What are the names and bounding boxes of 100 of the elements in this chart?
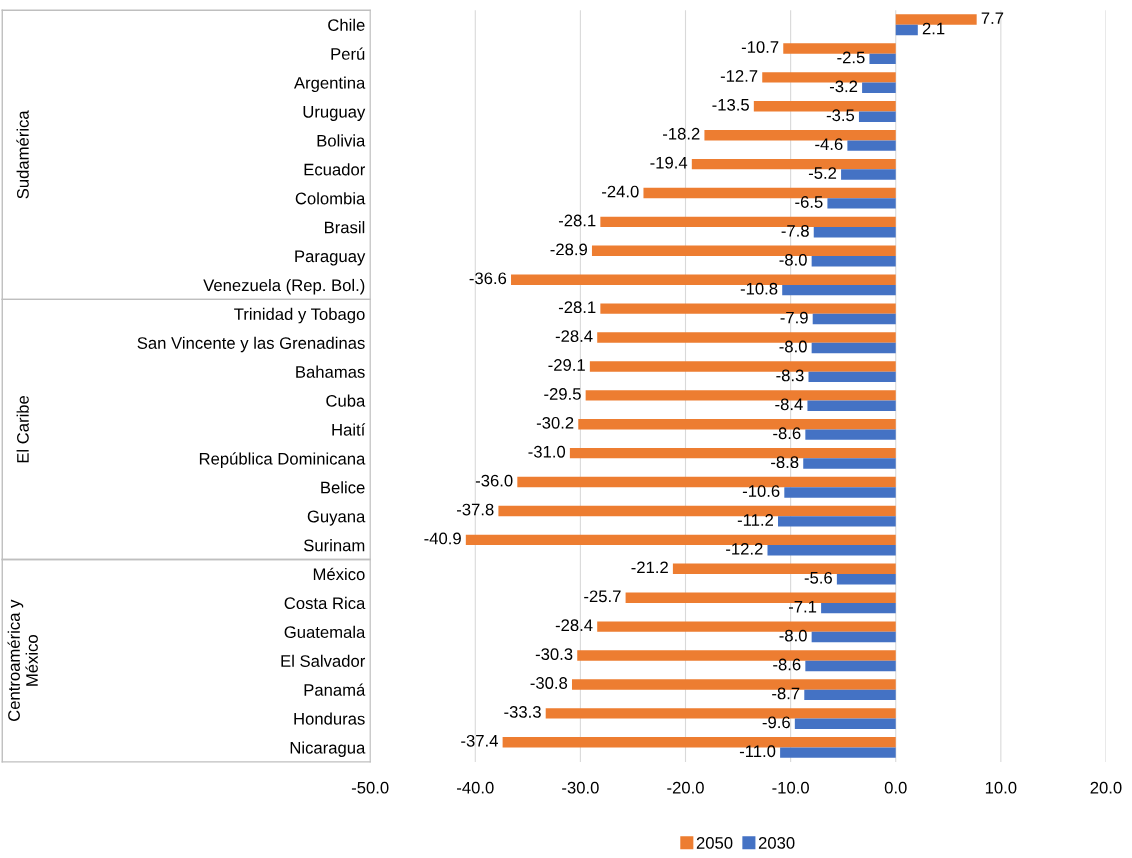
data-label: -8.8 bbox=[771, 456, 799, 469]
data-label: -13.5 bbox=[712, 98, 749, 111]
bar bbox=[805, 429, 896, 440]
data-label: -9.6 bbox=[762, 716, 790, 729]
y-tick-label: Surinam bbox=[304, 539, 365, 552]
data-label: -36.6 bbox=[469, 272, 507, 285]
bar bbox=[780, 747, 896, 758]
bar bbox=[811, 342, 896, 354]
data-label: -8.0 bbox=[779, 340, 807, 353]
bar bbox=[808, 371, 896, 383]
data-label: 2.1 bbox=[922, 22, 945, 35]
y-tick-label: Ecuador bbox=[304, 163, 366, 176]
y-tick-label: Bolivia bbox=[317, 134, 366, 147]
data-label: -19.4 bbox=[650, 156, 688, 169]
data-label: -40.9 bbox=[424, 532, 461, 545]
data-label: -28.4 bbox=[555, 619, 593, 632]
y-tick-label: Brasil bbox=[325, 221, 365, 234]
data-label: -30.2 bbox=[536, 416, 574, 429]
data-label: -36.0 bbox=[475, 474, 513, 487]
data-label: -28.9 bbox=[550, 243, 587, 256]
y-tick-label: Perú bbox=[331, 47, 365, 60]
data-label: -6.5 bbox=[795, 196, 823, 208]
data-label: -37.4 bbox=[461, 734, 498, 747]
y-tick-label: Bahamas bbox=[296, 365, 365, 378]
data-label: -28.1 bbox=[558, 214, 596, 227]
y-tick-label: Cuba bbox=[326, 394, 366, 407]
data-label: -25.7 bbox=[584, 590, 621, 603]
y-tick-label: Belice bbox=[321, 481, 365, 494]
bar bbox=[841, 169, 896, 180]
bar bbox=[807, 400, 896, 411]
x-tick-label: 20.0 bbox=[1090, 781, 1122, 794]
bar bbox=[812, 313, 896, 325]
y-tick-label: México bbox=[313, 567, 365, 581]
bar bbox=[895, 24, 918, 36]
y-tick-label: Paraguay bbox=[295, 250, 366, 266]
text: El Caribe bbox=[16, 395, 29, 463]
x-tick-label: 0.0 bbox=[884, 781, 907, 794]
data-label: -8.6 bbox=[773, 658, 801, 671]
x-tick-label: -50.0 bbox=[351, 781, 389, 794]
y-tick-label: San Vincente y las Grenadinas bbox=[137, 336, 365, 353]
bar bbox=[836, 574, 896, 585]
data-label: -7.9 bbox=[780, 311, 808, 324]
bar bbox=[767, 545, 896, 556]
bar bbox=[811, 256, 896, 267]
data-label: -29.1 bbox=[548, 359, 585, 371]
data-label: -18.2 bbox=[663, 127, 700, 140]
bar bbox=[821, 602, 896, 614]
data-label: -10.8 bbox=[740, 282, 778, 295]
data-label: -24.0 bbox=[602, 185, 639, 198]
y-tick-label: Chile bbox=[328, 18, 365, 31]
data-label: -11.0 bbox=[739, 745, 776, 758]
data-label: -31.0 bbox=[528, 445, 566, 458]
data-label: -28.1 bbox=[558, 301, 596, 314]
bar bbox=[862, 82, 896, 93]
data-label: -7.1 bbox=[788, 600, 817, 613]
y-tick-label: Panamá bbox=[304, 683, 366, 696]
data-label: -10.7 bbox=[741, 41, 779, 53]
bar bbox=[803, 458, 896, 469]
data-label: -8.7 bbox=[772, 687, 800, 700]
data-label: -8.0 bbox=[779, 629, 807, 642]
data-label: -30.8 bbox=[530, 677, 568, 689]
data-label: -12.7 bbox=[720, 70, 758, 82]
data-label: -21.2 bbox=[631, 561, 668, 574]
bar bbox=[778, 516, 896, 527]
data-label: -10.6 bbox=[742, 485, 780, 497]
y-tick-label: Trinidad y Tobago bbox=[234, 307, 365, 324]
data-label: -7.8 bbox=[781, 224, 809, 237]
data-label: -3.5 bbox=[826, 109, 855, 122]
bar bbox=[847, 140, 896, 151]
bar bbox=[794, 718, 896, 729]
y-tick-label: Venezuela (Rep. Bol.) bbox=[203, 278, 365, 295]
x-tick-label: -30.0 bbox=[562, 781, 599, 794]
data-label: -8.0 bbox=[779, 253, 807, 266]
bar bbox=[804, 689, 896, 701]
legend-label: 2050 bbox=[696, 837, 733, 849]
y-tick-label: Haití bbox=[332, 423, 366, 436]
y-tick-label: Honduras bbox=[294, 712, 365, 725]
x-tick-label: -10.0 bbox=[772, 781, 809, 794]
data-label: -8.6 bbox=[773, 427, 801, 440]
bar bbox=[811, 631, 896, 643]
data-label: -30.3 bbox=[535, 648, 573, 660]
bar bbox=[782, 284, 896, 296]
data-label: -3.2 bbox=[829, 80, 858, 93]
x-tick-label: -20.0 bbox=[667, 781, 704, 794]
data-label: -33.3 bbox=[504, 706, 541, 718]
bar bbox=[625, 592, 896, 603]
bar bbox=[813, 227, 896, 238]
bar bbox=[827, 198, 896, 209]
text: Centroamérica y México bbox=[7, 599, 38, 722]
y-tick-label: El Salvador bbox=[281, 654, 366, 667]
y-tick-label: Colombia bbox=[295, 192, 366, 205]
x-tick-label: -40.0 bbox=[457, 781, 494, 794]
data-label: -4.6 bbox=[815, 138, 843, 151]
y-tick-label: Argentina bbox=[294, 76, 366, 93]
data-label: -2.5 bbox=[837, 51, 865, 64]
data-label: -29.5 bbox=[544, 388, 581, 400]
y-tick-label: Nicaragua bbox=[290, 741, 366, 757]
y-tick-label: Uruguay bbox=[303, 106, 366, 121]
data-label: -12.2 bbox=[726, 542, 763, 555]
bar bbox=[869, 53, 896, 65]
